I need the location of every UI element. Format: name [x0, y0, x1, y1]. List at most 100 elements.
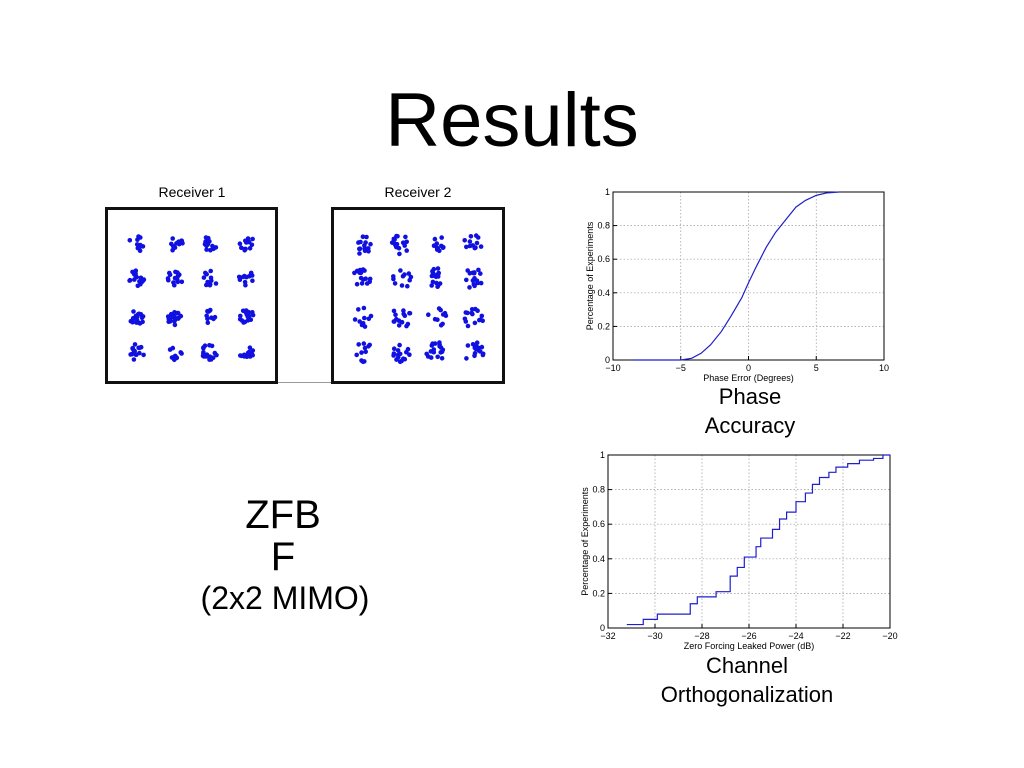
y-tick-label: 0.6	[597, 254, 610, 264]
constellation-point	[438, 350, 443, 355]
constellation-point	[354, 352, 359, 358]
constellation-point	[133, 352, 138, 357]
constellation-point	[179, 238, 184, 243]
constellation-point	[400, 273, 406, 279]
constellation-point	[464, 356, 469, 361]
x-tick-label: 5	[814, 363, 819, 373]
constellation-point	[237, 316, 243, 322]
y-tick-label: 0.8	[597, 221, 610, 231]
constellation-point	[464, 244, 469, 250]
constellation-point	[472, 320, 478, 326]
constellation-point	[363, 240, 368, 245]
constellation-point	[246, 309, 251, 315]
constellation-point	[430, 341, 435, 346]
constellation-point	[472, 353, 477, 359]
constellation-point	[138, 242, 143, 248]
constellation-point	[360, 359, 366, 365]
constellation-point	[141, 277, 147, 282]
x-tick-label: 10	[879, 363, 889, 373]
constellation-point	[205, 316, 210, 322]
constellation-point	[363, 276, 368, 281]
constellation-point	[361, 341, 367, 346]
constellation-point	[166, 316, 172, 322]
zfbf-line-1: ZFB	[245, 493, 321, 537]
constellation-point	[404, 239, 409, 245]
y-axis-label: Percentage of Experiments	[585, 221, 595, 330]
constellation-point	[204, 247, 209, 252]
constellation-point	[137, 248, 143, 253]
constellation-point	[356, 307, 361, 312]
constellation-point	[398, 268, 403, 273]
zfbf-line-2: F	[270, 535, 296, 579]
constellation-point	[249, 242, 255, 248]
constellation-point	[359, 322, 365, 328]
constellation-point	[352, 270, 357, 276]
constellation-point	[394, 316, 399, 322]
receiver-2-title: Receiver 2	[384, 184, 452, 200]
constellation-point	[128, 318, 134, 324]
constellation-point	[172, 245, 178, 250]
constellation-point	[366, 316, 372, 322]
x-axis-label: Phase Error (Degrees)	[703, 373, 794, 383]
constellation-point	[250, 310, 255, 315]
constellation-point	[465, 323, 471, 329]
constellation-point	[394, 233, 399, 239]
constellation-point	[239, 245, 244, 251]
constellation-point	[359, 350, 364, 355]
constellation-point	[176, 241, 182, 247]
constellation-point	[407, 352, 412, 357]
constellation-point	[140, 319, 145, 325]
x-tick-label: −28	[694, 631, 709, 641]
constellation-point	[131, 309, 136, 314]
y-tick-label: 0.8	[592, 485, 605, 495]
constellation-point	[424, 351, 429, 357]
y-tick-label: 1	[600, 450, 605, 460]
receiver-1-dots	[127, 234, 256, 363]
constellation-point	[203, 239, 208, 244]
constellation-point	[472, 276, 477, 281]
constellation-point	[431, 349, 437, 355]
cdf-series-line	[633, 191, 840, 361]
y-tick-label: 0.4	[592, 554, 605, 564]
constellation-point	[394, 241, 400, 247]
constellation-point	[366, 344, 371, 349]
constellation-point	[404, 248, 409, 253]
receiver-1-constellation	[105, 207, 278, 384]
constellation-point	[207, 282, 213, 287]
constellation-point	[362, 248, 368, 254]
constellation-point	[357, 267, 363, 273]
constellation-point	[405, 283, 410, 289]
constellation-point	[244, 240, 249, 245]
constellation-point	[136, 234, 141, 239]
constellation-point	[203, 270, 208, 276]
constellation-point	[203, 235, 209, 240]
constellation-point	[172, 322, 178, 328]
constellation-point	[394, 357, 399, 362]
constellation-point	[404, 323, 409, 329]
constellation-point	[468, 234, 474, 239]
x-tick-label: −32	[600, 631, 615, 641]
constellation-point	[474, 240, 480, 246]
leaked-power-cdf-chart: −32 −30 −28 −26 −24 −22 −20 0 0.2 0.4 0.6 0.8 1 Zero …	[580, 450, 898, 651]
constellation-point	[462, 238, 467, 243]
constellation-point	[169, 355, 175, 360]
caption-channel-orthogonalization: Channel Orthogonalization	[637, 651, 857, 709]
constellation-point	[367, 276, 373, 282]
constellation-point	[408, 274, 414, 280]
constellation-point	[357, 251, 362, 256]
constellation-point	[402, 243, 407, 248]
caption-phase-line1: Phase	[718, 384, 782, 409]
constellation-point	[139, 315, 145, 321]
constellation-point	[435, 354, 440, 360]
constellation-point	[391, 308, 397, 314]
constellation-point	[403, 234, 408, 240]
constellation-point	[360, 234, 366, 239]
constellation-point	[352, 317, 358, 322]
constellation-point	[250, 278, 255, 283]
x-tick-label: 0	[746, 363, 751, 373]
constellation-point	[201, 354, 207, 359]
x-tick-label: −22	[835, 631, 850, 641]
constellation-point	[134, 314, 140, 319]
constellation-point	[208, 247, 213, 253]
constellation-point	[472, 345, 478, 351]
